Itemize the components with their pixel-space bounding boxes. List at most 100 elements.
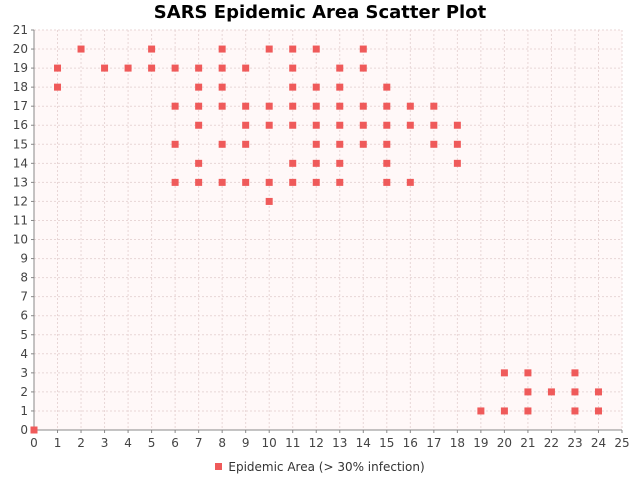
data-point [54, 83, 62, 91]
y-tick-label: 20 [13, 42, 28, 56]
data-point [430, 140, 438, 148]
data-point [242, 64, 250, 72]
x-tick-label: 22 [544, 436, 559, 450]
y-tick-label: 15 [13, 137, 28, 151]
data-point [359, 45, 367, 53]
data-point [547, 388, 555, 396]
data-point [195, 64, 203, 72]
data-point [218, 102, 226, 110]
data-point [171, 140, 179, 148]
x-tick-label: 3 [101, 436, 109, 450]
data-point [312, 140, 320, 148]
data-point [265, 197, 273, 205]
data-point [524, 369, 532, 377]
data-point [430, 102, 438, 110]
x-tick-label: 16 [403, 436, 418, 450]
data-point [477, 407, 485, 415]
x-tick-label: 15 [379, 436, 394, 450]
x-tick-label: 0 [30, 436, 38, 450]
data-point [77, 45, 85, 53]
data-point [312, 159, 320, 167]
data-point [571, 388, 579, 396]
axes [31, 29, 623, 433]
plot-area [34, 30, 622, 430]
y-tick-label: 4 [20, 347, 28, 361]
data-point [195, 178, 203, 186]
y-tick-label: 8 [20, 271, 28, 285]
y-tick-label: 6 [20, 309, 28, 323]
legend-swatch [215, 463, 223, 470]
data-point [171, 102, 179, 110]
y-tick-label: 10 [13, 233, 28, 247]
data-point [312, 45, 320, 53]
data-point [195, 102, 203, 110]
y-tick-label: 2 [20, 385, 28, 399]
x-tick-label: 21 [520, 436, 535, 450]
data-point [265, 178, 273, 186]
y-tick-label: 14 [13, 156, 28, 170]
data-point [195, 83, 203, 91]
x-tick-label: 5 [148, 436, 156, 450]
data-point [453, 121, 461, 129]
data-point [54, 64, 62, 72]
x-tick-label: 23 [567, 436, 582, 450]
data-point [571, 407, 579, 415]
data-point [101, 64, 109, 72]
data-point [594, 388, 602, 396]
x-tick-label: 7 [195, 436, 203, 450]
x-tick-label: 4 [124, 436, 132, 450]
data-point [312, 83, 320, 91]
data-point [383, 102, 391, 110]
data-point [336, 102, 344, 110]
data-point [383, 159, 391, 167]
data-point [359, 121, 367, 129]
data-point [383, 140, 391, 148]
legend-label: Epidemic Area (> 30% infection) [228, 460, 425, 474]
y-tick-label: 21 [13, 23, 28, 37]
x-tick-label: 18 [450, 436, 465, 450]
data-point [336, 64, 344, 72]
data-point [218, 140, 226, 148]
data-point [359, 102, 367, 110]
data-point [289, 102, 297, 110]
data-point [242, 121, 250, 129]
data-point [312, 121, 320, 129]
data-point [289, 159, 297, 167]
data-point [383, 121, 391, 129]
data-point [242, 178, 250, 186]
y-tick-label: 9 [20, 252, 28, 266]
data-point [30, 426, 38, 434]
y-tick-label: 13 [13, 175, 28, 189]
data-point [312, 102, 320, 110]
data-point [289, 121, 297, 129]
data-point [406, 121, 414, 129]
data-point [148, 45, 156, 53]
x-tick-label: 11 [285, 436, 300, 450]
data-point [289, 83, 297, 91]
data-point [524, 407, 532, 415]
chart-title: SARS Epidemic Area Scatter Plot [153, 2, 487, 23]
data-point [336, 178, 344, 186]
x-tick-label: 1 [54, 436, 62, 450]
x-tick-label: 6 [171, 436, 179, 450]
data-point [265, 45, 273, 53]
y-tick-label: 17 [13, 99, 28, 113]
data-point [312, 178, 320, 186]
data-point [218, 83, 226, 91]
data-point [383, 178, 391, 186]
data-point [359, 64, 367, 72]
data-point [289, 64, 297, 72]
x-tick-label: 24 [591, 436, 606, 450]
data-point [242, 140, 250, 148]
data-point [359, 140, 367, 148]
data-point [289, 45, 297, 53]
data-point [171, 178, 179, 186]
legend: Epidemic Area (> 30% infection) [0, 460, 640, 474]
data-point [218, 178, 226, 186]
y-tick-label: 12 [13, 194, 28, 208]
data-point [453, 140, 461, 148]
data-point [242, 102, 250, 110]
y-tick-label: 19 [13, 61, 28, 75]
data-point [594, 407, 602, 415]
